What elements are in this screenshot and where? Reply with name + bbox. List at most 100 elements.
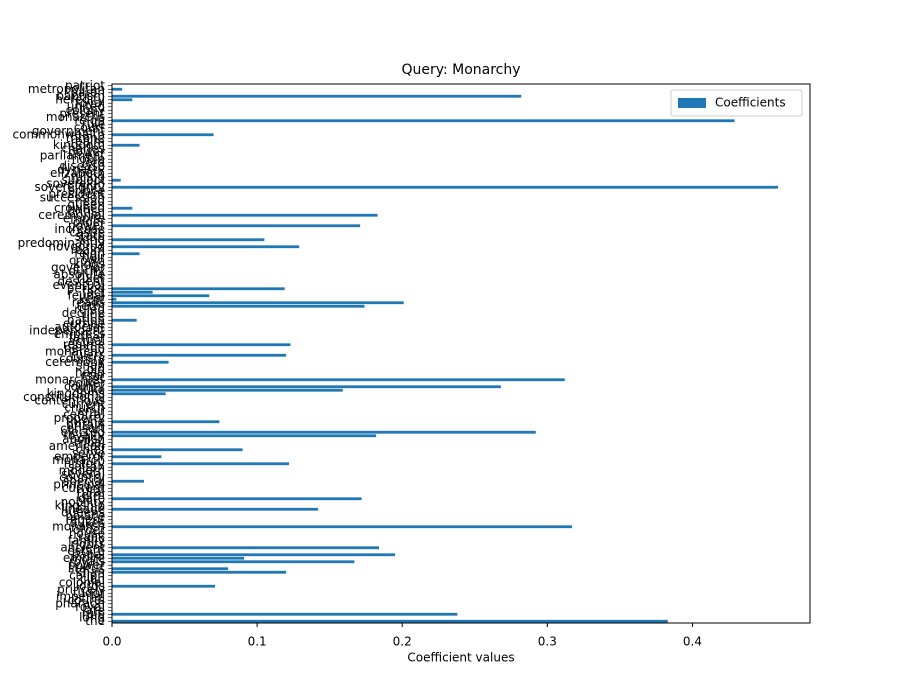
y-tick-label: order bbox=[73, 215, 105, 229]
bar bbox=[112, 448, 243, 452]
y-tick-label: constitutional bbox=[23, 390, 105, 404]
y-tick-label: tsar bbox=[82, 369, 105, 383]
y-tick-label: father bbox=[69, 330, 105, 344]
y-tick-label: courts bbox=[68, 593, 105, 607]
y-tick-label: regent bbox=[66, 512, 106, 526]
y-tick-label: emperor bbox=[54, 449, 105, 463]
bar bbox=[112, 178, 121, 182]
y-tick-label: independent bbox=[29, 323, 105, 337]
y-tick-label: ruled bbox=[74, 302, 105, 316]
bar bbox=[112, 87, 123, 91]
bar bbox=[112, 287, 285, 291]
y-tick-label: nobility bbox=[61, 495, 105, 509]
bar bbox=[112, 525, 573, 529]
y-tick-label: current bbox=[62, 481, 106, 495]
bar bbox=[112, 98, 133, 102]
bar bbox=[112, 294, 210, 298]
y-tick-label: royalty bbox=[63, 428, 105, 442]
bar bbox=[112, 553, 395, 557]
y-tick-label: royals bbox=[69, 554, 105, 568]
y-tick-label: duke bbox=[76, 383, 105, 397]
bar bbox=[112, 388, 343, 392]
y-tick-label: contentious bbox=[35, 393, 105, 407]
bar bbox=[112, 455, 162, 459]
y-tick-label: empress bbox=[54, 327, 105, 341]
bar bbox=[112, 378, 565, 382]
y-tick-label: royal bbox=[75, 600, 105, 614]
y-tick-label: tribal bbox=[74, 435, 105, 449]
x-tick-label: 0.1 bbox=[248, 635, 267, 649]
y-tick-label: predominantly bbox=[18, 236, 105, 250]
y-tick-label: sovereignty bbox=[35, 180, 106, 194]
x-tick-label: 0.2 bbox=[393, 635, 412, 649]
y-tick-label: power bbox=[68, 376, 105, 390]
y-tick-label: parliament bbox=[40, 148, 106, 162]
y-tick-label: tudor bbox=[73, 586, 105, 600]
x-tick-label: 0.4 bbox=[683, 635, 702, 649]
y-tick-label: disease bbox=[59, 159, 105, 173]
y-tick-label: rulers bbox=[71, 348, 105, 362]
y-tick-label: rural bbox=[77, 484, 105, 498]
y-tick-label: date bbox=[78, 491, 105, 505]
y-tick-label: clan bbox=[80, 572, 105, 586]
y-tick-label: king bbox=[79, 232, 105, 246]
y-tick-label: ancient bbox=[60, 540, 105, 554]
bar bbox=[112, 584, 216, 588]
bar bbox=[112, 507, 319, 511]
y-tick-label: abolish bbox=[62, 432, 105, 446]
y-tick-label: lord bbox=[82, 155, 105, 169]
bar bbox=[112, 252, 140, 256]
bar bbox=[112, 385, 501, 389]
y-tick-label: colony bbox=[66, 103, 105, 117]
y-tick-label: lords bbox=[76, 579, 105, 593]
y-tick-label: kingship bbox=[55, 498, 105, 512]
y-tick-label: noble bbox=[72, 152, 105, 166]
y-tick-label: prince bbox=[68, 183, 105, 197]
y-tick-label: princely bbox=[57, 582, 105, 596]
bar bbox=[112, 206, 133, 210]
y-tick-label: late bbox=[82, 603, 105, 617]
y-tick-label: ceremonial bbox=[38, 208, 105, 222]
y-tick-label: europe bbox=[63, 316, 105, 330]
y-tick-label: central bbox=[63, 407, 105, 421]
y-tick-label: current bbox=[62, 397, 106, 411]
y-tick-label: american bbox=[49, 439, 105, 453]
bar bbox=[112, 392, 166, 396]
bar bbox=[112, 304, 365, 308]
bar bbox=[112, 94, 522, 98]
y-tick-label: patriot bbox=[65, 78, 105, 92]
y-tick-label: county bbox=[64, 379, 105, 393]
y-tick-label: subject bbox=[62, 173, 106, 187]
y-tick-label: realm bbox=[71, 134, 105, 148]
y-tick-label: heir bbox=[82, 250, 105, 264]
y-tick-label: monarchy bbox=[45, 344, 105, 358]
y-tick-label: castle bbox=[69, 225, 105, 239]
bar bbox=[112, 567, 229, 571]
bar bbox=[112, 301, 404, 305]
y-tick-label: fact bbox=[82, 285, 105, 299]
y-tick-label: title bbox=[82, 309, 105, 323]
y-tick-label: decline bbox=[62, 306, 105, 320]
y-tick-label: ruling bbox=[71, 169, 105, 183]
y-tick-label: person bbox=[64, 341, 105, 355]
y-tick-label: governor bbox=[51, 260, 105, 274]
bar bbox=[112, 133, 214, 137]
y-tick-label: regime bbox=[63, 337, 105, 351]
y-tick-label: feudal bbox=[67, 288, 105, 302]
y-tick-label: metropolitan bbox=[28, 82, 105, 96]
y-tick-label: court bbox=[74, 120, 105, 134]
y-tick-label: britain bbox=[66, 418, 105, 432]
y-tick-label: property bbox=[54, 411, 105, 425]
y-tick-label: absolute bbox=[53, 267, 105, 281]
y-tick-label: sultan bbox=[68, 460, 105, 474]
y-tick-label: order bbox=[73, 523, 105, 537]
chart-title: Query: Monarchy bbox=[401, 62, 520, 78]
x-axis-label: Coefficient values bbox=[407, 651, 514, 665]
bar bbox=[112, 297, 117, 301]
y-tick-label: papal bbox=[72, 547, 105, 561]
bar bbox=[112, 213, 378, 217]
y-tick-label: rights bbox=[71, 537, 105, 551]
y-tick-label: autocrat bbox=[54, 320, 105, 334]
y-tick-label: reign bbox=[74, 246, 105, 260]
bar bbox=[112, 353, 287, 357]
